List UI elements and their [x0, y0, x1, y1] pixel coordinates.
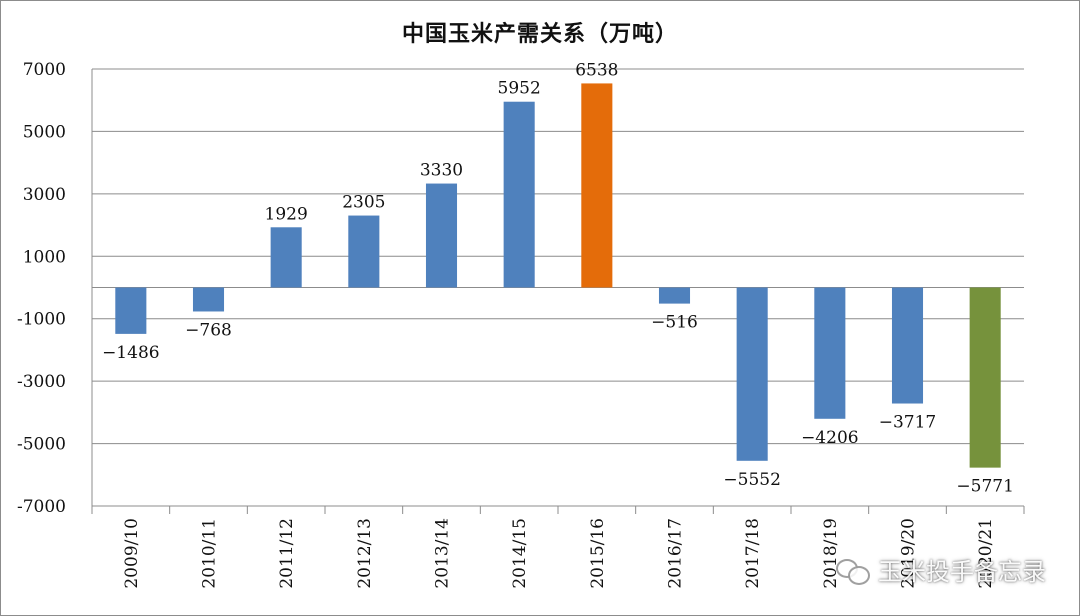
wechat-icon — [836, 557, 870, 585]
data-label: −1486 — [102, 343, 160, 363]
y-tick-label: -5000 — [17, 435, 66, 455]
bar — [581, 83, 613, 288]
bar — [891, 287, 924, 404]
y-tick-label: 3000 — [23, 185, 66, 205]
bar — [192, 287, 225, 312]
bar — [736, 287, 768, 461]
bar — [503, 101, 535, 288]
y-tick-label: 5000 — [23, 122, 66, 142]
category-label: 2020/21 — [976, 518, 996, 589]
bar — [814, 287, 846, 419]
data-label: −4206 — [801, 428, 859, 448]
data-label: 2305 — [342, 193, 385, 213]
category-label: 2019/20 — [899, 518, 919, 589]
bar — [348, 215, 380, 288]
watermark-text: 玉米投手备忘录 — [878, 558, 1046, 586]
category-label: 2017/18 — [743, 518, 763, 589]
data-label: 6538 — [575, 60, 618, 80]
category-label: 2014/15 — [510, 518, 530, 589]
data-label: 1929 — [265, 204, 308, 224]
category-label: 2015/16 — [588, 518, 608, 589]
data-label: −768 — [185, 320, 232, 340]
category-label: 2010/11 — [200, 518, 220, 589]
category-label: 2016/17 — [666, 518, 686, 589]
data-label: −3717 — [879, 413, 937, 433]
category-label: 2013/14 — [433, 518, 453, 589]
y-tick-label: 1000 — [23, 247, 66, 267]
data-label: −516 — [651, 313, 698, 333]
bar — [425, 183, 458, 288]
category-label: 2018/19 — [821, 518, 841, 589]
bar — [115, 287, 147, 334]
bar — [658, 287, 691, 304]
category-label: 2009/10 — [122, 518, 142, 589]
data-label: 5952 — [498, 79, 541, 99]
y-tick-label: -1000 — [17, 310, 66, 330]
data-label: −5771 — [956, 477, 1014, 497]
y-tick-label: 7000 — [23, 60, 66, 80]
bar — [969, 287, 1001, 468]
chart-title: 中国玉米产需关系（万吨） — [401, 22, 678, 47]
data-label: 3330 — [420, 161, 463, 181]
category-label: 2011/12 — [277, 518, 297, 589]
data-label: −5552 — [723, 470, 781, 490]
bar — [270, 227, 302, 288]
y-tick-label: -7000 — [17, 497, 66, 517]
watermark: 玉米投手备忘录 — [836, 552, 1046, 587]
y-tick-label: -3000 — [17, 372, 66, 392]
category-label: 2012/13 — [355, 518, 375, 589]
